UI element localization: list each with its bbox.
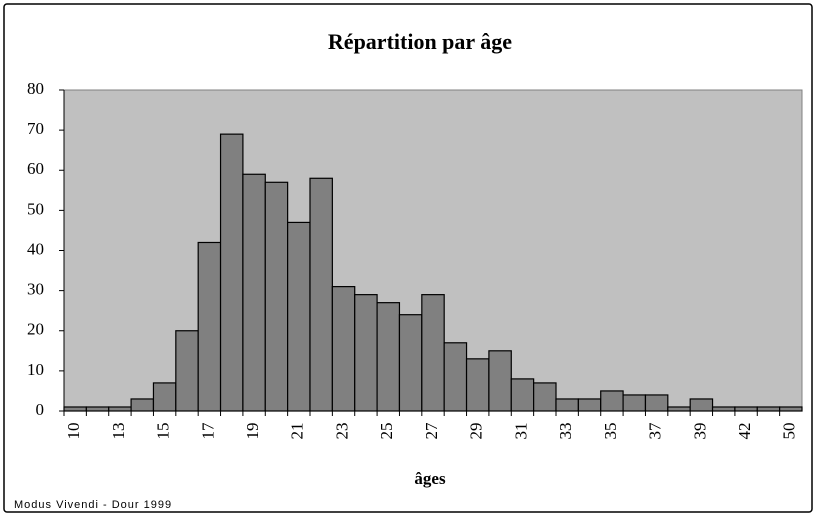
y-tick-label: 0	[36, 400, 45, 419]
bar	[644, 394, 669, 412]
x-tick-label: 15	[154, 423, 173, 440]
x-tick-label: 50	[780, 423, 799, 440]
bar	[600, 390, 624, 412]
bar	[577, 398, 602, 412]
bar	[756, 406, 781, 412]
x-tick-label: 33	[556, 423, 575, 440]
bar	[331, 286, 356, 412]
bar	[175, 330, 199, 412]
y-tick-label: 60	[27, 159, 44, 178]
x-tick-label: 29	[467, 423, 486, 440]
y-tick-label: 30	[27, 280, 44, 299]
bar	[242, 173, 266, 412]
x-tick-label: 39	[690, 423, 709, 440]
x-tick-label: 10	[64, 423, 83, 440]
x-tick-label: 27	[422, 422, 441, 440]
bar	[421, 294, 445, 412]
y-tick-label: 40	[27, 239, 44, 258]
footer: Modus Vivendi - Dour 1999	[14, 499, 172, 511]
x-tick-label: 23	[332, 423, 351, 440]
x-tick-label: 31	[511, 423, 530, 440]
bar	[152, 382, 177, 412]
bar	[510, 378, 535, 412]
bar	[85, 406, 110, 412]
bar	[711, 406, 736, 412]
bar	[555, 398, 579, 412]
bar	[622, 394, 647, 412]
x-tick-label: 42	[735, 423, 754, 440]
y-tick-label: 50	[27, 199, 44, 218]
bar	[734, 406, 758, 412]
bar	[287, 221, 311, 412]
bar	[219, 133, 244, 412]
bar	[667, 406, 691, 412]
y-tick-label: 20	[27, 320, 44, 339]
bar	[376, 302, 401, 412]
x-tick-label: 35	[601, 423, 620, 440]
x-tick-label: 37	[646, 422, 665, 440]
x-tick-label: 25	[377, 423, 396, 440]
bar	[398, 314, 423, 412]
chart-title: Répartition par âge	[328, 29, 512, 54]
bar	[130, 398, 155, 412]
bar	[689, 398, 714, 412]
y-tick-label: 70	[27, 119, 44, 138]
bar	[779, 406, 803, 412]
x-tick-label: 17	[198, 422, 217, 440]
bar	[354, 294, 378, 412]
bar	[63, 406, 87, 412]
bar	[533, 382, 557, 412]
bar	[465, 358, 490, 412]
bar	[264, 181, 289, 412]
x-tick-label: 19	[243, 423, 262, 440]
bar	[443, 342, 468, 412]
bar	[309, 177, 333, 412]
bar	[488, 350, 512, 412]
bar	[108, 406, 132, 412]
x-axis-title: âges	[414, 469, 446, 488]
x-tick-label: 21	[288, 423, 307, 440]
y-tick-label: 80	[27, 79, 44, 98]
y-tick-label: 10	[27, 360, 44, 379]
x-tick-label: 13	[109, 423, 128, 440]
bar	[197, 241, 222, 412]
